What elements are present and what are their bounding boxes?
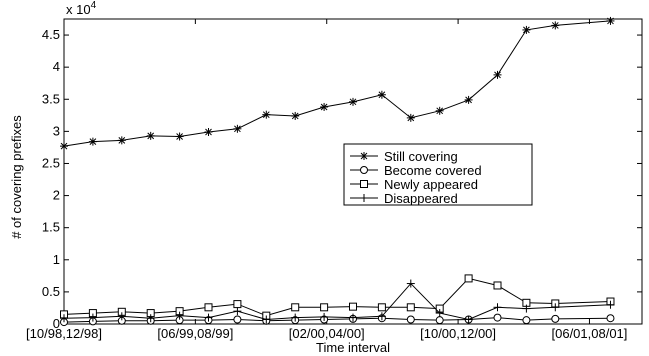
data-point — [551, 21, 560, 30]
legend-entry: Disappeared — [350, 191, 458, 206]
data-point — [349, 313, 357, 322]
data-point — [320, 312, 329, 321]
data-point — [175, 311, 184, 320]
data-point — [60, 314, 68, 323]
series-layer — [60, 16, 615, 327]
legend-label: Disappeared — [384, 191, 458, 206]
x-tick-label: [02/00,04/00] — [289, 326, 365, 341]
data-point — [606, 300, 615, 309]
data-point — [291, 111, 300, 120]
x-axis-label: Time interval — [316, 340, 390, 355]
data-point — [291, 303, 300, 312]
data-point — [360, 166, 368, 174]
series-disappeared — [60, 279, 615, 324]
data-point — [493, 303, 502, 312]
data-point — [88, 313, 97, 322]
y-axis-ticks: 0 0.5 1 1.5 2 2.5 3 3.5 4 4.5 — [42, 27, 642, 331]
data-point — [146, 314, 155, 323]
data-point — [406, 315, 415, 324]
data-point — [360, 180, 368, 188]
data-point — [493, 313, 502, 322]
data-point — [551, 303, 560, 312]
y-tick-label: 0 — [53, 316, 60, 331]
legend-entry: Still covering — [350, 149, 458, 164]
data-point — [406, 279, 415, 288]
data-point — [175, 132, 184, 141]
y-tick-label: 0.5 — [42, 284, 60, 299]
data-point — [377, 90, 386, 99]
series-still-covering — [60, 16, 615, 151]
data-point — [204, 128, 213, 137]
legend-box — [343, 143, 533, 206]
legend-label: Become covered — [384, 163, 482, 178]
data-point — [117, 312, 126, 321]
data-point — [493, 70, 502, 79]
y-tick-label: 4.5 — [42, 27, 60, 42]
data-point — [464, 315, 473, 324]
data-point — [117, 136, 126, 145]
data-point — [435, 316, 444, 325]
y-tick-label: 1 — [53, 252, 60, 267]
data-point — [522, 304, 531, 313]
x-tick-label: [06/99,08/99] — [157, 326, 233, 341]
data-point — [233, 307, 242, 316]
data-point — [406, 113, 415, 122]
x-tick-label: [10/00,12/00] — [420, 326, 496, 341]
data-point — [262, 315, 271, 324]
data-point — [320, 102, 329, 111]
data-point — [233, 315, 242, 324]
y-multiplier-base: x 10 — [66, 2, 91, 17]
data-point — [435, 309, 444, 318]
y-tick-label: 1.5 — [42, 220, 60, 235]
data-point — [146, 131, 155, 140]
legend-entry: Newly appeared — [350, 177, 478, 192]
data-point — [204, 313, 213, 322]
data-point — [349, 97, 357, 106]
data-point — [435, 106, 444, 115]
data-point — [360, 194, 368, 202]
data-point — [60, 142, 68, 151]
y-multiplier-exponent: 4 — [91, 0, 97, 11]
data-point — [233, 300, 242, 309]
legend-label: Newly appeared — [384, 177, 478, 192]
data-point — [377, 312, 386, 321]
data-point — [493, 281, 502, 290]
series-newly-appeared — [60, 274, 615, 320]
legend-label: Still covering — [384, 149, 458, 164]
y-tick-label: 4 — [53, 59, 60, 74]
data-point — [551, 314, 560, 323]
data-point — [349, 302, 357, 311]
data-point — [406, 303, 415, 312]
y-tick-label: 2.5 — [42, 155, 60, 170]
y-tick-label: 3.5 — [42, 91, 60, 106]
y-tick-label: 3 — [53, 123, 60, 138]
data-point — [204, 303, 213, 312]
data-point — [606, 314, 615, 323]
data-point — [360, 152, 368, 160]
x-tick-label: [10/98,12/98] — [26, 326, 102, 341]
data-point — [88, 137, 97, 146]
data-point — [291, 313, 300, 322]
legend-entry: Become covered — [350, 163, 482, 178]
y-tick-label: 2 — [53, 188, 60, 203]
data-point — [320, 303, 329, 312]
data-point — [377, 303, 386, 312]
data-point — [522, 25, 531, 34]
y-axis-label: # of covering prefixes — [9, 115, 24, 239]
data-point — [606, 16, 615, 25]
data-point — [464, 95, 473, 104]
data-point — [522, 316, 531, 325]
data-point — [233, 124, 242, 133]
x-axis-ticks: [10/98,12/98] [06/99,08/99] [02/00,04/00] [… — [26, 19, 627, 341]
data-point — [262, 110, 271, 119]
x-tick-label: [06/01,08/01] — [552, 326, 628, 341]
data-point — [464, 274, 473, 283]
y-multiplier: x 104 — [66, 0, 97, 17]
